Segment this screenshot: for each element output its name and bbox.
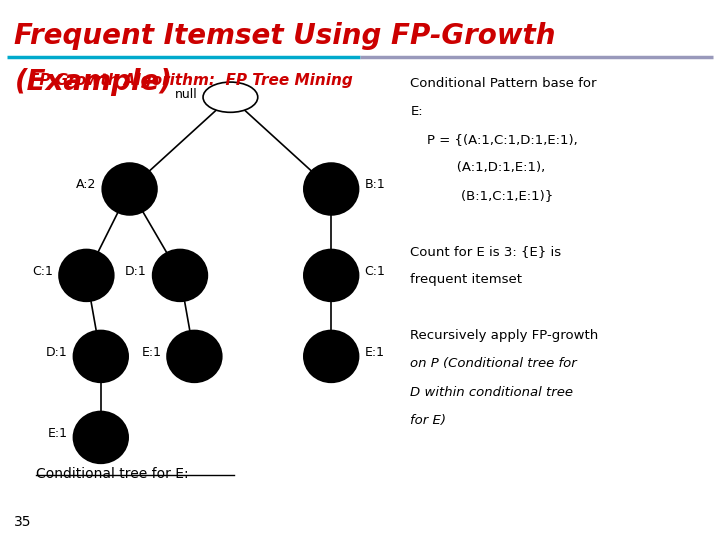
- Text: E:: E:: [410, 105, 423, 118]
- Ellipse shape: [73, 411, 128, 463]
- Text: C:1: C:1: [364, 265, 385, 278]
- Text: on P (Conditional tree for: on P (Conditional tree for: [410, 357, 577, 370]
- Text: E:1: E:1: [364, 346, 384, 359]
- Text: Conditional tree for E:: Conditional tree for E:: [36, 467, 189, 481]
- Text: B:1: B:1: [364, 178, 385, 191]
- Text: 35: 35: [14, 515, 32, 529]
- Ellipse shape: [73, 330, 128, 382]
- Ellipse shape: [304, 249, 359, 301]
- Text: null: null: [174, 88, 197, 101]
- Ellipse shape: [203, 82, 258, 112]
- Text: Recursively apply FP-growth: Recursively apply FP-growth: [410, 329, 598, 342]
- Ellipse shape: [167, 330, 222, 382]
- Text: A:2: A:2: [76, 178, 96, 191]
- Ellipse shape: [59, 249, 114, 301]
- Text: frequent itemset: frequent itemset: [410, 273, 523, 286]
- Ellipse shape: [102, 163, 157, 215]
- Text: Frequent Itemset Using FP-Growth: Frequent Itemset Using FP-Growth: [14, 22, 556, 50]
- Text: D:1: D:1: [46, 346, 68, 359]
- Text: Conditional Pattern base for: Conditional Pattern base for: [410, 77, 597, 90]
- Text: D:1: D:1: [125, 265, 147, 278]
- Text: E:1: E:1: [141, 346, 161, 359]
- Ellipse shape: [304, 330, 359, 382]
- Text: D within conditional tree: D within conditional tree: [410, 386, 573, 399]
- Ellipse shape: [304, 163, 359, 215]
- Text: P = {(A:1,C:1,D:1,E:1),: P = {(A:1,C:1,D:1,E:1),: [410, 133, 578, 146]
- Text: (B:1,C:1,E:1)}: (B:1,C:1,E:1)}: [410, 189, 554, 202]
- Text: (A:1,D:1,E:1),: (A:1,D:1,E:1),: [410, 161, 546, 174]
- Text: FP Growth Algorithm:  FP Tree Mining: FP Growth Algorithm: FP Tree Mining: [29, 73, 353, 88]
- Text: for E): for E): [410, 414, 446, 427]
- Ellipse shape: [153, 249, 207, 301]
- Text: Count for E is 3: {E} is: Count for E is 3: {E} is: [410, 245, 562, 258]
- Text: E:1: E:1: [48, 427, 68, 440]
- Text: (Example): (Example): [14, 68, 172, 96]
- Text: C:1: C:1: [32, 265, 53, 278]
